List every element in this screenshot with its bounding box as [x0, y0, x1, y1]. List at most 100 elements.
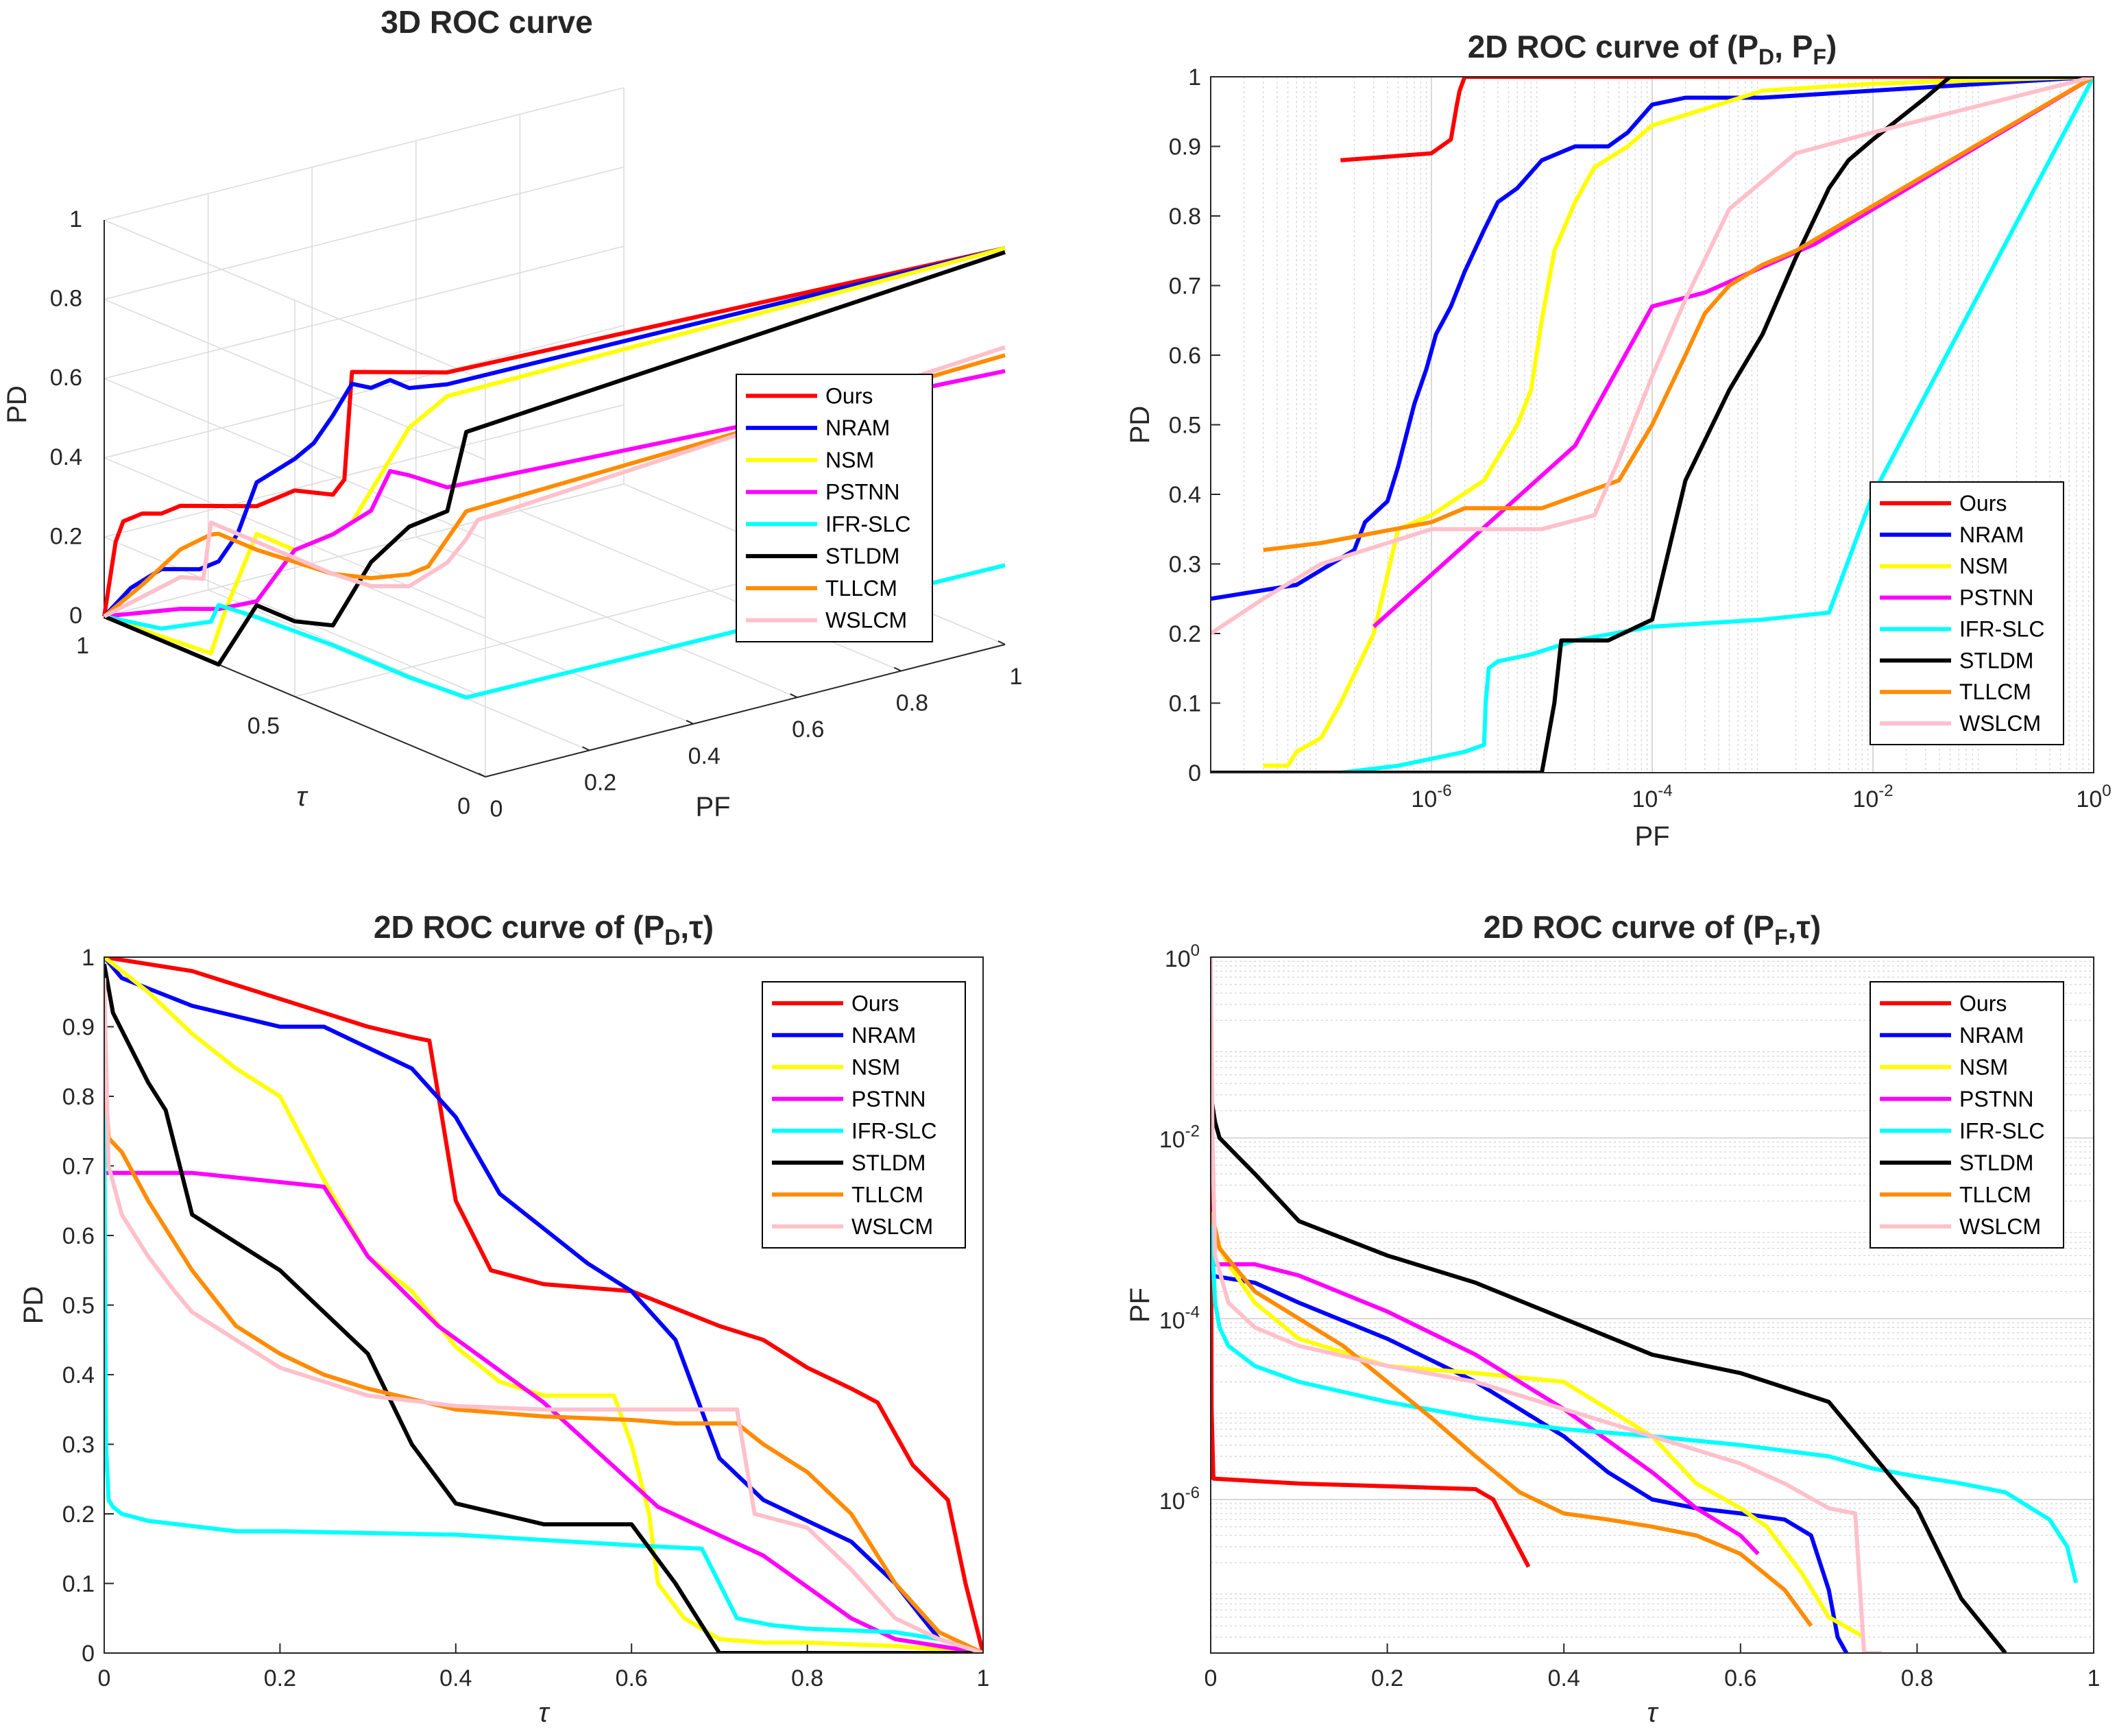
- y-tick-label: 0.4: [1169, 482, 1201, 508]
- x-tick-label: 0.4: [439, 1665, 472, 1691]
- chart-pdpf: 10-6 10-4 10-2 100 0 0.1 0.2 0.3 0.4 0.5 0.6 0.7 0.8…: [1125, 29, 2112, 852]
- chart-roc3d: 0 0.2 0.4 0.6 0.8 1 0 0.5 1 0 0.2 0.4 0.6 0.8 1 3D ROC …: [2, 4, 1022, 822]
- y-tick-label: 100: [1165, 941, 1200, 972]
- series-line-stldm: [104, 963, 983, 1653]
- legend-label: Ours: [851, 991, 899, 1015]
- pf-tick-label: 0.6: [792, 716, 824, 743]
- x-tick-label: 1: [2088, 1665, 2101, 1691]
- x-tick-label: 1: [977, 1665, 990, 1691]
- x-tick-label: 0.6: [1724, 1665, 1756, 1691]
- chart-title: 2D ROC curve of (PD, PF): [1468, 29, 1837, 69]
- x-tick-label: 100: [2076, 782, 2111, 812]
- y-tick-label: 1: [82, 945, 95, 971]
- x-tick-label: 0.2: [264, 1665, 296, 1691]
- pd-tick-label: 0: [69, 603, 82, 629]
- gridline: [104, 245, 625, 379]
- tau-tick-label: 1: [76, 633, 89, 659]
- pf-tick: [582, 746, 590, 751]
- pf-tick-label: 0.2: [584, 769, 616, 795]
- gridline: [104, 87, 625, 221]
- y-axis-label: PD: [2, 385, 32, 424]
- pd-tick-label: 0.2: [50, 523, 82, 549]
- z-axis-label: τ: [297, 782, 309, 812]
- chart-title: 3D ROC curve: [380, 4, 592, 40]
- pd-tick-label: 0.6: [50, 365, 82, 391]
- legend-label: PSTNN: [851, 1087, 926, 1111]
- legend-label: TLLCM: [851, 1182, 923, 1207]
- y-axis-label: PF: [1125, 1288, 1155, 1323]
- pf-axis: [485, 644, 1006, 777]
- x-axis-label: PF: [1634, 821, 1669, 852]
- y-tick-label: 1: [1188, 64, 1201, 91]
- legend-label: NRAM: [851, 1023, 916, 1048]
- gridline: [104, 457, 486, 619]
- gridline: [104, 325, 625, 459]
- chart-pftau: 0 0.2 0.4 0.6 0.8 1 10-6 10-4 10-2 100 2D ROC curv…: [1125, 909, 2100, 1728]
- series-line-tllcm: [104, 1061, 983, 1653]
- y-tick-label: 0.7: [62, 1154, 95, 1180]
- series-line-ifr-slc: [104, 1110, 983, 1653]
- y-tick-label: 0.9: [1169, 134, 1201, 160]
- legend-label: PSTNN: [825, 480, 899, 505]
- x-tick-label: 10-6: [1411, 782, 1451, 812]
- series-line-tllcm: [103, 353, 1006, 618]
- x-axis-label: τ: [539, 1698, 551, 1728]
- gridline: [104, 298, 486, 461]
- x-tick-label: 0.8: [791, 1665, 823, 1691]
- legend-label: NRAM: [1959, 1023, 2024, 1048]
- legend-label: PSTNN: [1959, 586, 2033, 610]
- series-line-ours: [104, 957, 983, 1653]
- series-line-nsm: [1211, 1227, 1865, 1639]
- series-line-tllcm: [1263, 77, 2094, 553]
- legend-label: STLDM: [1959, 648, 2033, 673]
- gridline: [104, 219, 486, 381]
- legend-box: [762, 981, 966, 1249]
- series-line-nram: [1211, 77, 2094, 601]
- legend-label: IFR-SLC: [1959, 616, 2044, 641]
- legend-label: STLDM: [1959, 1150, 2033, 1175]
- axes-box: [1210, 956, 2094, 1654]
- legend-label: Ours: [1959, 991, 2007, 1015]
- legend-label: NRAM: [825, 415, 890, 440]
- pd-tick-label: 0.4: [50, 444, 82, 470]
- x-tick-label: 10-2: [1852, 782, 1893, 812]
- y-tick-label: 10-4: [1159, 1303, 1200, 1334]
- series-line-stldm: [103, 250, 1006, 667]
- series-line-nram: [102, 246, 1006, 618]
- gridline: [104, 483, 625, 617]
- series-line-nram: [1211, 1273, 1849, 1653]
- chart-title: 2D ROC curve of (PF,τ): [1484, 909, 1822, 950]
- x-tick-label: 0: [1205, 1665, 1218, 1691]
- y-tick-label: 0.6: [62, 1223, 95, 1249]
- legend-label: PSTNN: [1959, 1087, 2033, 1111]
- legend-label: IFR-SLC: [851, 1118, 936, 1143]
- pf-tick-label: 0: [490, 796, 503, 822]
- pf-tick: [893, 666, 902, 672]
- pf-tick-label: 1: [1010, 664, 1023, 690]
- axes-box: [104, 956, 984, 1654]
- series-line-nsm: [1263, 77, 2094, 768]
- x-tick-label: 0: [98, 1665, 111, 1691]
- gridline: [104, 166, 625, 300]
- series-line-pstnn: [104, 1170, 983, 1653]
- legend-label: Ours: [825, 383, 873, 408]
- y-tick-label: 0.1: [62, 1571, 95, 1598]
- series-line-nsm: [104, 957, 983, 1653]
- legend-box: [736, 374, 933, 642]
- series-line-ifr-slc: [104, 563, 1006, 700]
- tau-tick-label: 0: [457, 793, 470, 819]
- y-tick-label: 0.3: [1169, 552, 1201, 578]
- pf-tick: [997, 640, 1006, 645]
- series-line-pstnn: [104, 369, 1006, 618]
- chart-pdtau: 0 0.2 0.4 0.6 0.8 1 0 0.1 0.2 0.3 0.4 0.5 0.6 0.7 0.8 0…: [19, 909, 989, 1728]
- legend-label: Ours: [1959, 491, 2007, 516]
- legend-label: TLLCM: [1959, 1182, 2031, 1207]
- x-tick-label: 0.6: [616, 1665, 648, 1691]
- legend-label: STLDM: [851, 1150, 926, 1175]
- series-line-pstnn: [1372, 77, 2094, 629]
- legend-label: WSLCM: [1959, 711, 2041, 736]
- x-tick-label: 0.2: [1371, 1665, 1403, 1691]
- y-axis-label: PD: [1125, 406, 1155, 444]
- series-line-wslcm: [104, 978, 983, 1653]
